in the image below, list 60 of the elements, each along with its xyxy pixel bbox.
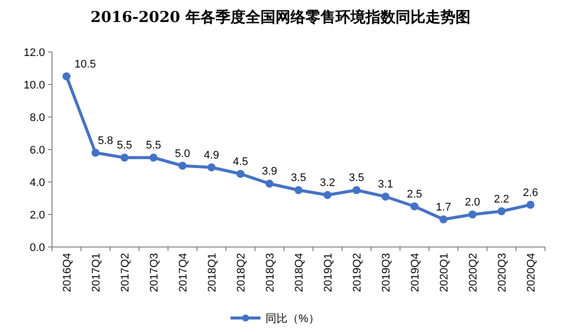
data-label: 4.9 <box>204 149 220 162</box>
x-tick-label: 2017Q3 <box>148 253 160 292</box>
point <box>352 186 360 194</box>
point <box>236 170 244 178</box>
point <box>92 148 100 157</box>
y-tick-label: 2.0 <box>30 210 45 222</box>
x-tick-label: 2019Q3 <box>380 253 392 292</box>
point <box>382 192 390 201</box>
data-label: 10.5 <box>74 58 96 70</box>
x-tick-label: 2017Q4 <box>178 253 190 292</box>
x-tick-label: 2018Q4 <box>294 253 306 292</box>
data-label: 3.9 <box>262 166 278 178</box>
point <box>410 202 418 210</box>
data-label: 5.0 <box>174 148 190 160</box>
point <box>498 207 506 216</box>
data-label: 2.5 <box>406 188 422 200</box>
x-tick-label: 2016Q4 <box>62 253 74 292</box>
x-tick-label: 2020Q2 <box>468 253 480 292</box>
x-tick-label: 2018Q1 <box>206 253 218 292</box>
y-tick-label: 8.0 <box>30 112 45 124</box>
point <box>178 162 186 170</box>
x-tick-label: 2018Q3 <box>264 253 276 292</box>
point <box>150 154 158 162</box>
y-tick-label: 10.0 <box>24 80 45 92</box>
x-tick-label: 2020Q1 <box>438 253 450 292</box>
point <box>324 191 332 199</box>
x-tick-label: 2019Q1 <box>322 253 334 292</box>
point <box>526 200 534 209</box>
data-label: 5.5 <box>116 140 132 152</box>
x-tick-label: 2017Q2 <box>120 253 132 292</box>
data-label: 4.5 <box>232 156 248 168</box>
y-tick-label: 0.0 <box>30 242 45 254</box>
data-label: 2.0 <box>464 196 480 208</box>
data-label: 3.5 <box>290 172 306 184</box>
x-tick-label: 2017Q1 <box>90 253 102 292</box>
x-tick-label: 2020Q4 <box>526 253 538 292</box>
x-tick-label: 2020Q3 <box>496 253 508 292</box>
y-tick-label: 4.0 <box>30 177 45 189</box>
data-label: 5.5 <box>146 140 162 152</box>
x-tick-label: 2019Q2 <box>352 253 364 292</box>
point <box>440 215 448 224</box>
y-tick-label: 12.0 <box>24 47 45 59</box>
data-label: 3.2 <box>320 177 336 189</box>
point <box>62 72 70 80</box>
data-label: 3.5 <box>348 172 364 184</box>
point <box>266 180 274 188</box>
data-label: 3.1 <box>378 178 394 191</box>
point <box>120 154 128 162</box>
y-tick-label: 6.0 <box>30 144 45 156</box>
point <box>208 163 216 172</box>
x-tick-label: 2018Q2 <box>236 253 248 292</box>
point <box>468 210 476 218</box>
data-label: 2.2 <box>494 193 510 206</box>
data-label: 5.8 <box>98 134 114 147</box>
point <box>294 186 302 194</box>
data-label: 1.7 <box>436 201 452 214</box>
data-label: 2.6 <box>522 186 538 199</box>
legend-label: 同比（%） <box>266 312 320 325</box>
x-tick-label: 2019Q4 <box>410 253 422 292</box>
chart-title: 2016-2020 年各季度全国网络零售环境指数同比走势图 <box>90 8 470 26</box>
